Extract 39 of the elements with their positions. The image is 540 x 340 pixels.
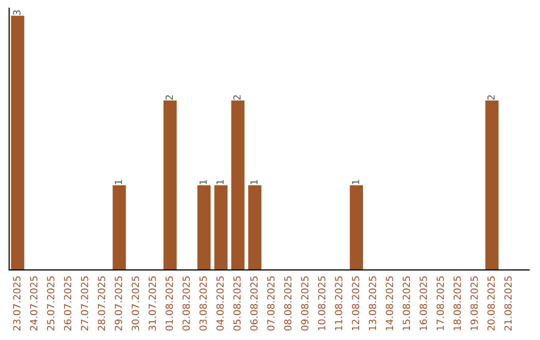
x-tick-label: 07.08.2025	[267, 276, 275, 331]
x-tick-label: 13.08.2025	[368, 276, 376, 330]
data-label: 2	[487, 95, 495, 100]
x-tick-label: 05.08.2025	[233, 276, 241, 331]
x-tick-label: 12.08.2025	[352, 276, 360, 330]
x-tick-label: 24.07.2025	[30, 276, 38, 330]
data-label: 1	[250, 180, 258, 184]
x-tick-label: 06.08.2025	[250, 276, 258, 331]
x-tick-label: 10.08.2025	[318, 276, 326, 330]
x-tick-label: 20.08.2025	[487, 276, 495, 330]
x-tick-label: 11.08.2025	[334, 276, 342, 330]
x-tick-label: 27.07.2025	[80, 276, 88, 330]
x-tick-label: 29.07.2025	[114, 276, 122, 330]
x-tick-label: 25.07.2025	[46, 276, 54, 330]
x-tick-label: 09.08.2025	[301, 276, 308, 331]
x-tick-label: 21.08.2025	[504, 276, 512, 330]
x-tick-label: 18.08.2025	[454, 276, 461, 330]
x-tick-label: 30.07.2025	[132, 276, 140, 330]
x-tick-label: 02.08.2025	[182, 276, 190, 331]
data-label: 1	[352, 180, 360, 184]
data-label: 1	[216, 180, 224, 184]
x-tick-label: 04.08.2025	[216, 276, 224, 331]
x-tick-label: 17.08.2025	[436, 276, 444, 330]
x-tick-label: 15.08.2025	[402, 276, 410, 330]
x-tick-label: 08.08.2025	[284, 276, 292, 331]
x-tick-label: 03.08.2025	[199, 276, 207, 331]
x-tick-label: 01.08.2025	[166, 276, 173, 331]
data-label: 3	[13, 10, 20, 16]
x-tick-label: 31.07.2025	[148, 276, 156, 330]
data-label: 1	[114, 180, 122, 184]
data-label: 2	[233, 95, 241, 100]
data-label: 2	[166, 95, 173, 100]
x-tick-label: 26.07.2025	[64, 276, 72, 330]
x-tick-label: 28.07.2025	[98, 276, 106, 330]
data-label: 1	[200, 180, 207, 184]
x-tick-label: 23.07.2025	[13, 276, 20, 330]
x-tick-label: 14.08.2025	[386, 276, 394, 330]
x-tick-label: 19.08.2025	[470, 276, 478, 330]
x-tick-label: 16.08.2025	[420, 276, 427, 330]
